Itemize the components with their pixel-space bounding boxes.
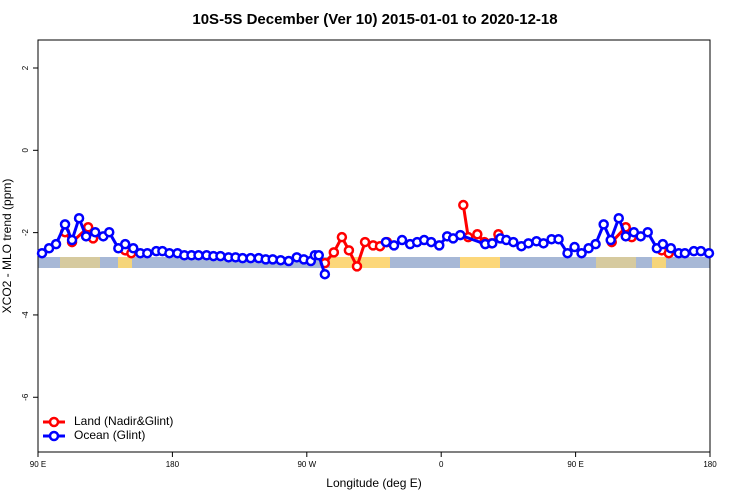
y-tick-label: 0 bbox=[21, 148, 30, 153]
point bbox=[80, 231, 92, 242]
x-tick-label: 90 W bbox=[297, 460, 316, 469]
point bbox=[119, 238, 131, 250]
map-land bbox=[596, 257, 636, 268]
point bbox=[679, 247, 691, 259]
legend-label: Ocean (Glint) bbox=[74, 428, 145, 442]
x-tick-label: 0 bbox=[439, 460, 444, 469]
point bbox=[388, 240, 400, 251]
point bbox=[605, 234, 616, 246]
point bbox=[103, 226, 115, 238]
plot-frame bbox=[37, 39, 711, 453]
map-land bbox=[460, 257, 500, 268]
point bbox=[313, 250, 324, 261]
point bbox=[576, 247, 587, 259]
point bbox=[164, 247, 175, 259]
point bbox=[245, 252, 256, 264]
chart-title: 10S-5S December (Ver 10) 2015-01-01 to 2… bbox=[192, 11, 557, 28]
point bbox=[215, 250, 226, 262]
point bbox=[508, 236, 519, 248]
point bbox=[487, 238, 498, 249]
map-land bbox=[652, 257, 666, 268]
point bbox=[89, 226, 101, 238]
point bbox=[620, 231, 632, 242]
x-tick-label: 180 bbox=[166, 460, 180, 469]
point bbox=[73, 212, 85, 224]
point bbox=[553, 233, 564, 245]
point bbox=[657, 238, 669, 250]
point bbox=[472, 229, 483, 240]
point bbox=[695, 245, 707, 257]
point bbox=[359, 236, 371, 248]
point bbox=[590, 238, 601, 250]
point bbox=[193, 250, 204, 261]
x-tick-label: 90 E bbox=[30, 460, 46, 469]
point bbox=[319, 268, 331, 280]
y-tick-label: -4 bbox=[21, 311, 30, 319]
point bbox=[703, 247, 715, 259]
y-tick-label: -6 bbox=[21, 393, 30, 401]
y-axis-label: XCO2 - MLO trend (ppm) bbox=[0, 179, 14, 314]
point bbox=[665, 243, 677, 254]
point bbox=[128, 243, 139, 254]
point bbox=[396, 234, 408, 246]
map-land bbox=[60, 257, 100, 268]
point bbox=[142, 247, 153, 259]
point bbox=[336, 231, 348, 243]
legend-label: Land (Nadir&Glint) bbox=[74, 414, 173, 428]
point bbox=[569, 241, 580, 253]
point bbox=[380, 236, 392, 248]
point bbox=[283, 255, 294, 267]
point bbox=[36, 247, 48, 259]
legend-marker bbox=[48, 430, 60, 442]
point bbox=[59, 219, 71, 230]
x-tick-label: 90 E bbox=[567, 460, 583, 469]
point bbox=[351, 261, 363, 272]
point bbox=[425, 236, 437, 248]
map-strip bbox=[38, 257, 710, 268]
point bbox=[523, 238, 534, 249]
point bbox=[343, 245, 355, 256]
x-tick-label: 180 bbox=[703, 460, 717, 469]
point bbox=[538, 238, 549, 249]
point bbox=[455, 229, 466, 241]
point bbox=[50, 238, 62, 250]
point bbox=[237, 252, 248, 264]
point bbox=[328, 247, 340, 258]
x-axis-label: Longitude (deg E) bbox=[326, 476, 421, 490]
y-tick-label: 2 bbox=[21, 65, 30, 70]
point bbox=[598, 219, 609, 230]
map-land bbox=[118, 257, 132, 268]
point bbox=[562, 247, 573, 259]
y-tick-label: -2 bbox=[21, 229, 30, 237]
point bbox=[66, 234, 78, 246]
point bbox=[275, 254, 286, 266]
point bbox=[642, 226, 653, 238]
point bbox=[458, 199, 469, 211]
point bbox=[434, 240, 445, 251]
point bbox=[613, 212, 625, 224]
legend-marker bbox=[48, 416, 60, 428]
